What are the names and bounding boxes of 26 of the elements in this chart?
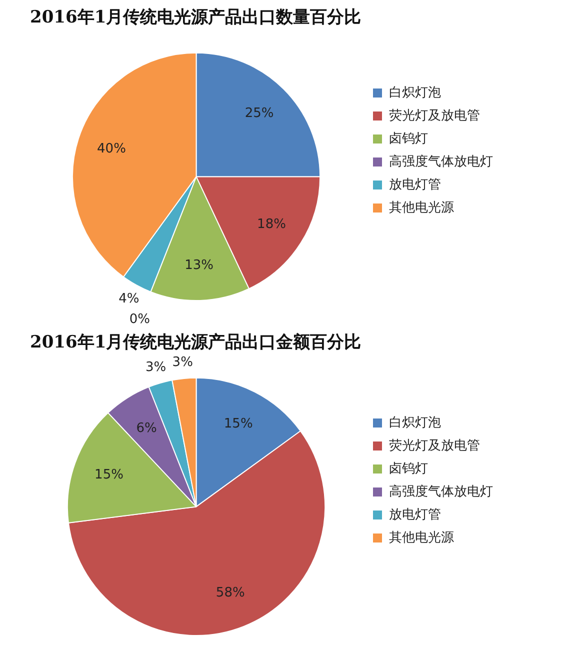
legend-label: 放电灯管: [389, 507, 441, 522]
data-label: 25%: [244, 106, 274, 122]
chart-title: 2016年1月传统电光源产品出口金额百分比: [30, 332, 362, 353]
data-label: 58%: [216, 585, 245, 600]
data-label: 15%: [94, 468, 124, 483]
legend-label: 卤钨灯: [389, 461, 428, 476]
legend-label: 卤钨灯: [389, 131, 428, 146]
legend-label: 其他电光源: [389, 200, 454, 216]
legend-label: 其他电光源: [389, 530, 454, 546]
chart-title: 2016年1月传统电光源产品出口数量百分比: [30, 8, 362, 28]
legend-label: 高强度气体放电灯: [389, 483, 493, 500]
data-label: 3%: [172, 354, 193, 370]
legend-label: 荧光灯及放电管: [389, 438, 480, 454]
legend-label: 荧光灯及放电管: [389, 108, 480, 124]
data-label: 4%: [118, 292, 140, 307]
legend-label: 高强度气体放电灯: [389, 153, 493, 170]
data-label: 15%: [224, 416, 253, 432]
legend-label: 白炽灯泡: [389, 415, 441, 430]
data-label: 3%: [146, 360, 166, 376]
data-label: 40%: [97, 142, 126, 157]
data-label: 18%: [257, 216, 286, 232]
data-label: 6%: [136, 420, 157, 436]
data-label: 13%: [184, 258, 214, 274]
legend-label: 放电灯管: [389, 177, 441, 192]
legend-label: 白炽灯泡: [389, 85, 441, 100]
text: 0%: [129, 312, 150, 328]
